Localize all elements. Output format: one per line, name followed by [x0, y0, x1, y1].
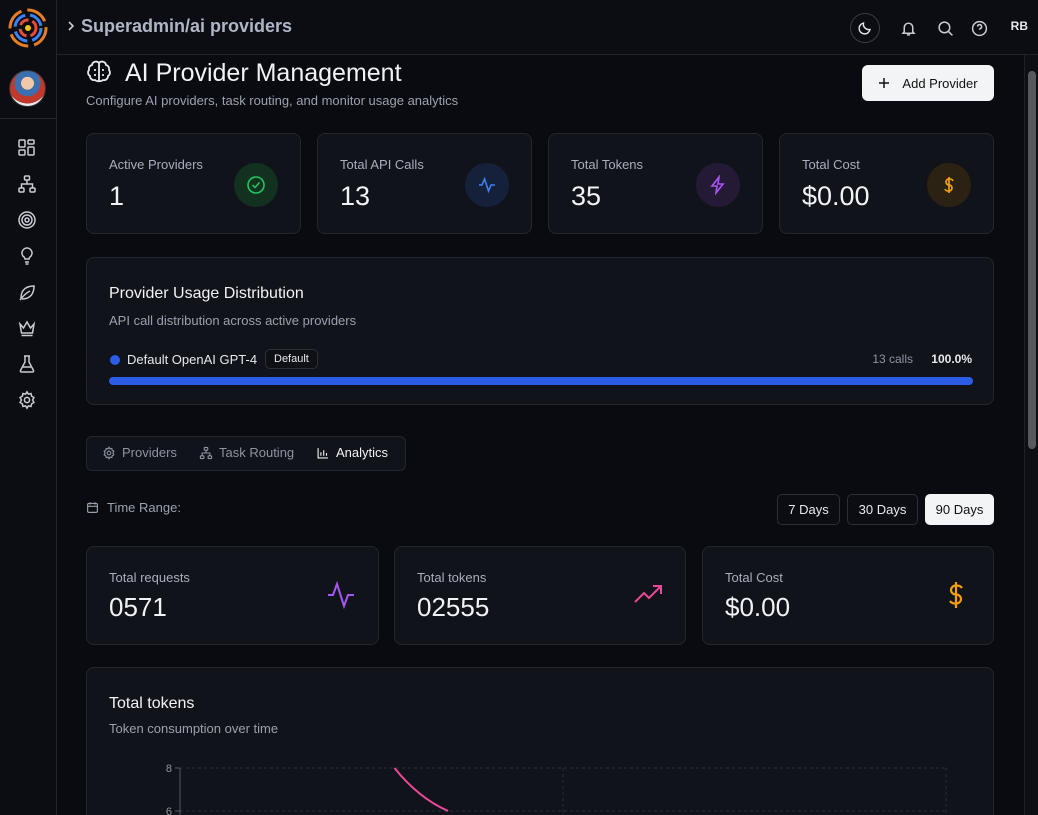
network-icon [199, 446, 213, 459]
stat-label: Total Cost [802, 157, 860, 172]
search-icon [937, 20, 953, 36]
stat-label: Active Providers [109, 157, 203, 172]
calendar-icon [87, 502, 98, 513]
activity-icon [328, 580, 354, 610]
help-button[interactable] [964, 13, 994, 43]
search-button[interactable] [930, 13, 960, 43]
provider-color-dot [110, 355, 120, 365]
add-provider-button[interactable]: Add Provider [862, 65, 994, 101]
metric-value: $0.00 [725, 592, 791, 622]
tab-analytics[interactable]: Analytics [316, 445, 388, 460]
tab-providers[interactable]: Providers [102, 445, 177, 460]
usage-progress-fill [109, 377, 973, 385]
distribution-title: Provider Usage Distribution [109, 285, 304, 302]
gear-icon [103, 445, 115, 460]
chart-title: Total tokens [109, 695, 195, 712]
stat-label: Total API Calls [340, 157, 424, 172]
range-30-days-button[interactable]: 30 Days [847, 494, 918, 525]
tab-label: Task Routing [219, 445, 295, 460]
stat-card-total-api-calls: Total API Calls 13 [317, 133, 532, 234]
metric-value: 02555 [417, 592, 490, 622]
sidebar [0, 0, 57, 815]
app-logo[interactable] [8, 8, 48, 48]
zap-icon [696, 163, 740, 207]
page-title: AI Provider Management [125, 59, 402, 87]
brain-icon [87, 60, 111, 83]
stat-value: 35 [571, 181, 602, 211]
stat-value: 1 [109, 181, 125, 211]
provider-calls: 13 calls [872, 352, 913, 366]
time-range-label: Time Range: [86, 500, 181, 515]
stat-value: $0.00 [802, 181, 870, 211]
provider-name: Default OpenAI GPT-4 [127, 352, 258, 367]
range-7-days-button[interactable]: 7 Days [777, 494, 840, 525]
user-initials[interactable]: RB [1010, 19, 1028, 33]
metric-label: Total Cost [725, 570, 783, 585]
chart-subtitle: Token consumption over time [109, 721, 279, 736]
trending-up-icon [634, 585, 662, 603]
breadcrumb[interactable]: Superadmin/ai providers [81, 16, 293, 36]
token-chart-card: Total tokens Token consumption over time… [86, 667, 994, 815]
plus-icon [879, 78, 890, 88]
time-range-text: Time Range: [107, 500, 181, 515]
stat-value: 13 [340, 181, 371, 211]
dollar-icon [949, 582, 963, 608]
provider-percent: 100.0% [931, 352, 972, 366]
tab-task-routing[interactable]: Task Routing [199, 445, 294, 460]
crown-icon[interactable] [17, 318, 37, 338]
distribution-subtitle: API call distribution across active prov… [109, 313, 357, 328]
default-badge: Default [265, 349, 318, 369]
bell-icon [900, 21, 916, 36]
theme-toggle-button[interactable] [850, 13, 880, 43]
stat-label: Total Tokens [571, 157, 644, 172]
series-line [393, 767, 449, 812]
leaf-icon[interactable] [17, 282, 37, 302]
main-content: AI Provider Management Configure AI prov… [57, 55, 1024, 815]
stat-card-total-tokens: Total Tokens 35 [548, 133, 763, 234]
scrollbar-thumb[interactable] [1028, 71, 1036, 449]
lightbulb-icon[interactable] [17, 246, 37, 266]
flask-icon[interactable] [17, 354, 37, 374]
metric-value: 0571 [109, 592, 167, 622]
metric-card-total-tokens: Total tokens 02555 [394, 546, 686, 645]
bar-chart-icon [317, 447, 328, 458]
usage-progress-track [109, 377, 973, 385]
moon-icon [858, 22, 871, 35]
metric-card-total-requests: Total requests 0571 [86, 546, 379, 645]
avatar[interactable] [9, 70, 46, 107]
dashboard-icon[interactable] [17, 138, 37, 158]
activity-icon [465, 163, 509, 207]
y-tick-label: 6 [166, 806, 172, 815]
page-subtitle: Configure AI providers, task routing, an… [86, 93, 459, 108]
range-90-days-button[interactable]: 90 Days [925, 494, 994, 525]
token-line-chart: 86 [166, 763, 947, 815]
section-tabs: Providers Task Routing Analytics [86, 436, 406, 471]
help-circle-icon [971, 20, 987, 36]
notifications-button[interactable] [893, 13, 923, 43]
stat-card-active-providers: Active Providers 1 [86, 133, 301, 234]
scrollbar[interactable] [1024, 55, 1038, 815]
target-icon[interactable] [17, 210, 37, 230]
check-circle-icon [234, 163, 278, 207]
topbar: Superadmin/ai providers RB [57, 0, 1038, 55]
chevron-right-icon [68, 21, 75, 31]
metric-card-total-cost: Total Cost $0.00 [702, 546, 994, 645]
y-tick-label: 8 [166, 763, 172, 775]
provider-usage-distribution-card: Provider Usage Distribution API call dis… [86, 257, 994, 405]
sidebar-divider [0, 118, 57, 119]
gear-icon[interactable] [17, 390, 37, 410]
metric-label: Total tokens [417, 570, 487, 585]
tab-label: Providers [122, 445, 177, 460]
stat-card-total-cost: Total Cost $0.00 [779, 133, 994, 234]
hierarchy-icon[interactable] [17, 174, 37, 194]
dollar-icon [927, 163, 971, 207]
tab-label: Analytics [336, 445, 389, 460]
add-provider-label: Add Provider [902, 75, 978, 91]
metric-label: Total requests [109, 570, 190, 585]
